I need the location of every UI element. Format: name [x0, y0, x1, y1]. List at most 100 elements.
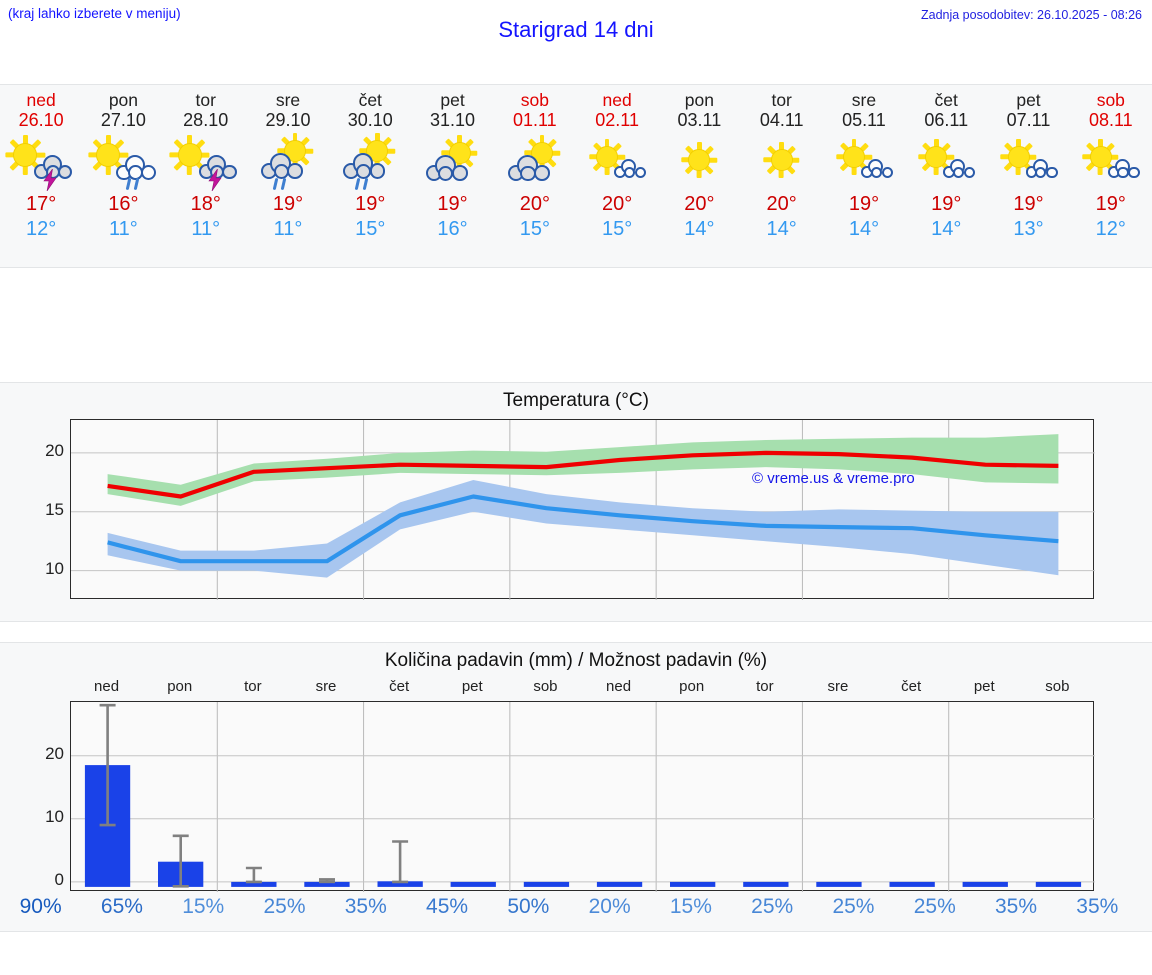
day-column[interactable]: pon 27.10 16° 11°: [82, 85, 164, 269]
day-max-temp: 18°: [190, 193, 221, 215]
day-column[interactable]: sob 08.11 19° 12°: [1070, 85, 1152, 269]
precipitation-bar: [231, 881, 277, 887]
sun-disc-icon: [842, 146, 865, 168]
precipitation-day-labels: ned pon tor sre čet pet sob ned pon tor sre čet pet s…: [70, 678, 1094, 695]
day-min-temp: 11°: [273, 218, 303, 240]
precipitation-day-label: ned: [606, 678, 632, 695]
day-of-week-label: sob: [1096, 90, 1125, 110]
day-column[interactable]: sre 05.11 19° 14°: [823, 85, 905, 269]
precipitation-error-bar: [172, 834, 189, 888]
precipitation-bar: [743, 881, 789, 887]
day-of-week-label: ned: [26, 90, 56, 110]
min-temp-line: [107, 494, 1059, 564]
precipitation-bar: [596, 881, 643, 887]
day-column[interactable]: pet 31.10 19° 16°: [411, 85, 493, 269]
precipitation-probability-row: 90% 65% 15% 25% 35% 45% 50% 20% 15% 25% 25% 25% 35% 3…: [0, 895, 1138, 919]
precipitation-bar: [889, 881, 935, 887]
precipitation-day-label: pet: [461, 678, 483, 695]
sun-disc-icon: [366, 140, 389, 162]
day-max-temp: 19°: [437, 193, 468, 215]
day-columns: ned 26.10 17° 12° pon 27.10 16° 11° tor 28.10 1…: [0, 85, 1152, 269]
day-column[interactable]: tor 04.11 20° 14°: [741, 85, 823, 269]
day-column[interactable]: sre 29.10 19° 11°: [247, 85, 329, 269]
day-column[interactable]: čet 06.11 19° 14°: [905, 85, 987, 269]
day-max-temp: 20°: [684, 193, 715, 215]
precipitation-day-label: čet: [389, 678, 410, 695]
day-of-week-label: sob: [520, 90, 549, 110]
precipitation-bar: [377, 881, 423, 887]
day-max-temp: 20°: [766, 193, 797, 215]
max-temp-line: [107, 450, 1059, 499]
day-date-label: 08.11: [1088, 110, 1133, 130]
day-max-temp: 19°: [1013, 193, 1044, 215]
day-column[interactable]: ned 26.10 17° 12°: [0, 85, 82, 269]
day-column[interactable]: tor 28.10 18° 11°: [165, 85, 247, 269]
day-min-temp: 13°: [1013, 218, 1044, 240]
day-column[interactable]: čet 30.10 19° 15°: [329, 85, 411, 269]
precipitation-probability-label: 45%: [426, 895, 469, 918]
day-min-temp: 14°: [684, 218, 715, 240]
sun-disc-icon: [925, 146, 948, 168]
last-updated-text: Zadnja posodobitev: 26.10.2025 - 08:26: [920, 8, 1142, 22]
precipitation-bar: [450, 881, 496, 887]
day-column[interactable]: sob 01.11 20° 15°: [494, 85, 576, 269]
weather-icon-sun: [741, 133, 823, 191]
precipitation-bar: [816, 881, 862, 887]
sun-disc-icon: [177, 143, 202, 167]
day-max-temp: 16°: [108, 193, 139, 215]
day-min-temp: 11°: [109, 218, 138, 240]
weather-icon-sun-smallcloud: [576, 133, 658, 191]
weather-icon-cloud-sun: [412, 133, 494, 191]
sun-disc-icon: [1089, 146, 1112, 168]
day-max-temp: 19°: [931, 193, 962, 215]
grid-lines: [71, 702, 1095, 892]
sun-disc-icon: [1007, 146, 1030, 168]
day-max-temp: 20°: [519, 193, 550, 215]
precipitation-day-label: sre: [827, 678, 849, 695]
day-min-temp: 15°: [601, 218, 633, 240]
precipitation-error-bar: [319, 878, 335, 884]
precipitation-y-tick-label: 10: [45, 806, 64, 826]
day-date-label: 04.11: [759, 110, 804, 130]
temperature-y-tick-label: 10: [45, 558, 64, 578]
day-date-label: 03.11: [677, 110, 722, 130]
min-temp-range-band: [107, 480, 1059, 578]
precipitation-bar: [523, 881, 570, 887]
weather-icon-cloud-sun-rain: [247, 133, 329, 191]
precipitation-day-label: tor: [244, 678, 262, 695]
day-column[interactable]: pet 07.11 19° 13°: [987, 85, 1069, 269]
rain-drop-icon: [280, 177, 287, 191]
temperature-chart-title: Temperatura (°C): [503, 390, 649, 411]
weather-icon-sun-smallcloud: [1070, 133, 1152, 191]
precipitation-probability-label: 25%: [913, 895, 956, 918]
weather-icon-sun-cloud-thunder: [165, 133, 247, 191]
day-column[interactable]: pon 03.11 20° 14°: [658, 85, 740, 269]
weather-icon-sun-smallcloud: [905, 133, 987, 191]
temperature-y-tick-label: 15: [45, 499, 64, 519]
day-of-week-label: tor: [771, 90, 792, 110]
precipitation-probability-label: 90%: [19, 895, 62, 918]
precipitation-day-label: pon: [167, 678, 193, 695]
day-min-temp: 14°: [931, 218, 962, 240]
day-of-week-label: čet: [358, 90, 382, 110]
day-max-temp: 19°: [1095, 193, 1126, 215]
precipitation-y-tick-label: 20: [45, 743, 64, 763]
menu-hint-text: (kraj lahko izberete v meniju): [8, 6, 181, 21]
sun-disc-icon: [530, 142, 553, 164]
page-title: Starigrad 14 dni: [498, 17, 654, 42]
precipitation-probability-label: 25%: [832, 895, 875, 918]
precipitation-probability-label: 20%: [588, 895, 631, 918]
precipitation-probability-label: 35%: [344, 895, 387, 918]
day-min-temp: 14°: [766, 218, 797, 240]
precipitation-y-tick-label: 0: [54, 869, 64, 889]
day-of-week-label: pet: [440, 90, 465, 110]
sun-disc-icon: [96, 143, 121, 167]
day-column[interactable]: ned 02.11 20° 15°: [576, 85, 658, 269]
precipitation-day-label: sre: [315, 678, 337, 695]
sun-disc-icon: [596, 146, 619, 168]
precipitation-error-bar: [99, 703, 116, 827]
day-date-label: 30.10: [347, 110, 393, 130]
sun-disc-icon: [13, 143, 38, 167]
precipitation-probability-label: 15%: [182, 895, 225, 918]
sun-disc-icon: [688, 149, 711, 171]
